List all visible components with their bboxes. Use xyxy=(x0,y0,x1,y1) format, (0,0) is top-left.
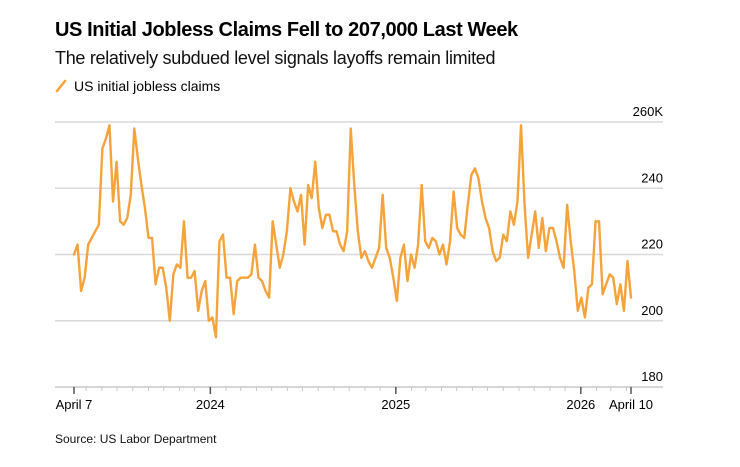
y-tick-label-240: 240 xyxy=(641,170,663,185)
legend-line-icon xyxy=(55,79,67,93)
y-axis-ticks: 260K 240 220 200 180 xyxy=(633,104,664,384)
x-tick-label-april-10: April 10 xyxy=(609,397,653,412)
x-tick-label-april-7: April 7 xyxy=(56,397,93,412)
legend: US initial jobless claims xyxy=(55,78,220,94)
x-tick-label-2025: 2025 xyxy=(381,397,410,412)
legend-label: US initial jobless claims xyxy=(74,78,221,94)
y-tick-label-260: 260K xyxy=(633,104,664,119)
y-tick-label-200: 200 xyxy=(641,303,663,318)
y-tick-label-180: 180 xyxy=(641,369,663,384)
x-tick-label-2024: 2024 xyxy=(196,397,225,412)
chart-title: US Initial Jobless Claims Fell to 207,00… xyxy=(55,19,518,41)
series-line-0 xyxy=(72,124,633,339)
gridlines xyxy=(55,121,663,322)
series-layer xyxy=(72,124,633,339)
source-note: Source: US Labor Department xyxy=(55,432,217,446)
chart-subtitle: The relatively subdued level signals lay… xyxy=(55,48,496,68)
y-tick-label-220: 220 xyxy=(641,237,663,252)
x-tick-label-2026: 2026 xyxy=(566,397,595,412)
x-axis: April 7 2024 2025 2026 April 10 xyxy=(55,386,663,412)
